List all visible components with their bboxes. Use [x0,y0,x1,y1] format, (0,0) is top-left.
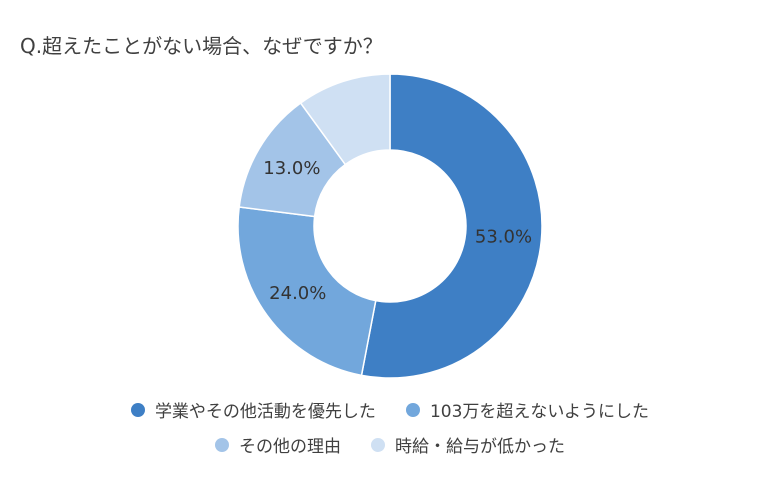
legend-label-1: 103万を超えないようにした [429,402,650,422]
legend-label-2: その他の理由 [239,437,341,457]
slice-0 [360,73,543,379]
legend-marker-1 [405,402,420,417]
legend-marker-2 [215,437,229,452]
legend-marker-0 [130,402,145,417]
legend-item-0: 学業やその他活動を優先した [130,397,376,422]
legend-item-3: 時給・給与が低かった [371,432,565,457]
slice-label-1: 24.0% [269,283,326,304]
slice-label-2: 13.0% [263,158,320,179]
legend-marker-3 [371,437,385,452]
legend-label-0: 学業やその他活動を優先した [154,402,376,422]
slice-1 [237,206,377,377]
legend-label-3: 時給・給与が低かった [395,437,565,457]
legend-row-2: その他の理由 時給・給与が低かった [0,432,780,457]
legend-item-1: 103万を超えないようにした [405,397,650,422]
slice-3 [299,73,391,166]
legend-item-2: その他の理由 [215,432,341,457]
legend-row-1: 学業やその他活動を優先した 103万を超えないようにした [0,397,780,422]
chart-title: Q.超えたことがない場合、なぜですか？ [20,34,383,58]
slice-label-0: 53.0% [475,227,532,248]
